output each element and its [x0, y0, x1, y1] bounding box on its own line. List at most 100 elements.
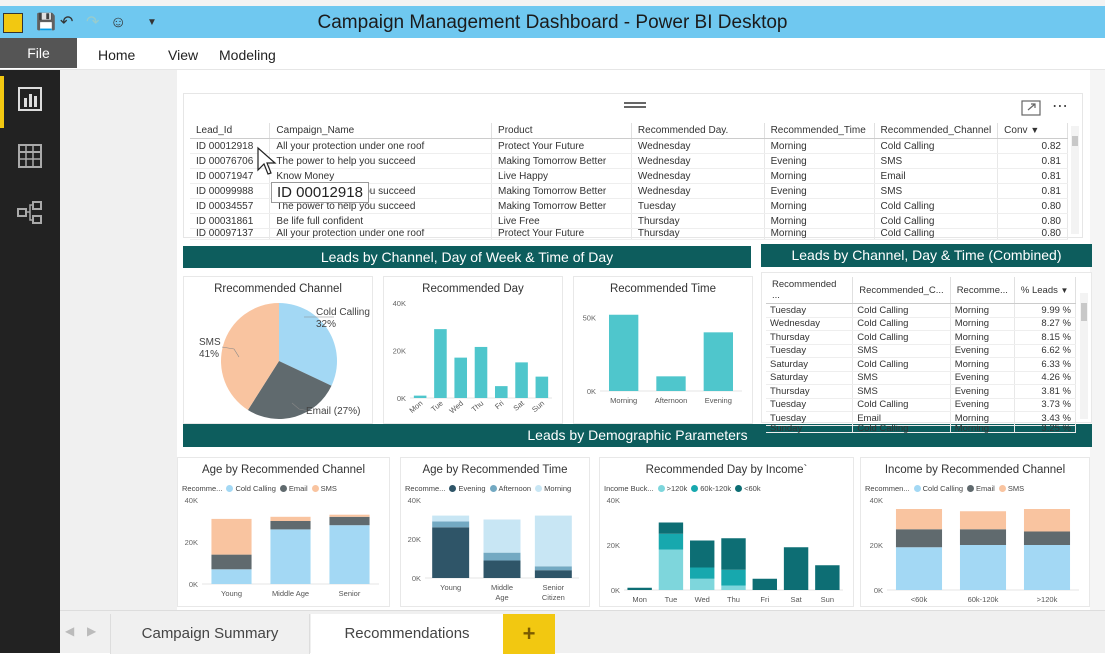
- menu-home[interactable]: Home: [98, 47, 136, 63]
- bar-segment[interactable]: [895, 547, 943, 590]
- bar-segment[interactable]: [211, 554, 252, 570]
- ccol-channel[interactable]: Recommended_C...: [852, 277, 951, 304]
- menu-view[interactable]: View: [168, 47, 199, 63]
- legend-item[interactable]: Cold Calling: [922, 484, 964, 493]
- col-recommended-channel[interactable]: Recommended_Channel: [874, 123, 999, 139]
- tab-scroll-right-icon[interactable]: ▶: [87, 624, 97, 638]
- ccol-day[interactable]: Recommended ...: [766, 277, 854, 304]
- leads-table-visual[interactable]: ⋯ Lead_Id Campaign_Name Product Recommen…: [183, 93, 1083, 240]
- bar-segment[interactable]: [534, 570, 572, 578]
- bar-segment[interactable]: [959, 529, 1007, 545]
- bar[interactable]: [515, 362, 528, 398]
- bar-segment[interactable]: [690, 567, 715, 579]
- bar[interactable]: [494, 386, 508, 398]
- bar-segment[interactable]: [329, 525, 370, 584]
- table-row[interactable]: Wednesday Cold Calling Morning 8.27 %: [766, 317, 1077, 331]
- bar-segment[interactable]: [895, 509, 943, 530]
- pie-slice-sms[interactable]: [221, 303, 279, 410]
- add-page-button[interactable]: +: [503, 614, 555, 654]
- bar-segment[interactable]: [432, 527, 470, 578]
- legend-item[interactable]: Evening: [458, 484, 486, 493]
- recommended-day-card[interactable]: Recommended Day 40K 20K 0K Mon Tue Wed Thu Fri Sa…: [383, 276, 563, 424]
- bar-segment[interactable]: [721, 569, 746, 586]
- bar-segment[interactable]: [534, 566, 572, 571]
- col-recommended-time[interactable]: Recommended_Time: [764, 123, 875, 139]
- bar-segment[interactable]: [783, 547, 809, 590]
- bar-segment[interactable]: [690, 578, 715, 590]
- smiley-feedback-icon[interactable]: ☺: [110, 14, 127, 31]
- col-lead-id[interactable]: Lead_Id: [190, 123, 271, 139]
- income-channel-card[interactable]: Income by Recommended Channel Recommen...…: [860, 457, 1090, 607]
- col-conv[interactable]: Conv ▼: [997, 123, 1068, 139]
- focus-mode-icon[interactable]: [1021, 100, 1041, 116]
- menu-modeling[interactable]: Modeling: [219, 47, 276, 63]
- recommended-time-card[interactable]: Recommended Time 50K 0K Morning Afternoon Eve…: [573, 276, 753, 424]
- pie-slice-cold-calling[interactable]: [279, 303, 337, 386]
- bar[interactable]: [474, 346, 488, 398]
- bar-segment[interactable]: [270, 516, 311, 521]
- sort-desc-icon[interactable]: ▼: [1060, 285, 1069, 295]
- bar-segment[interactable]: [483, 519, 521, 553]
- col-product[interactable]: Product: [491, 123, 632, 139]
- bar[interactable]: [608, 314, 639, 391]
- legend-item[interactable]: <60k: [744, 484, 761, 493]
- bar[interactable]: [454, 357, 468, 398]
- canvas-scrollbar[interactable]: [1090, 70, 1105, 610]
- table-row[interactable]: ID 00071947 Know Money Live Happy Wednesday…: [190, 168, 1068, 184]
- bar-segment[interactable]: [534, 515, 572, 567]
- data-view-icon[interactable]: [17, 143, 43, 169]
- bar-segment[interactable]: [432, 521, 470, 528]
- channel-pie-card[interactable]: Rrecommended Channel Cold Calling 32% SM…: [183, 276, 373, 424]
- bar-segment[interactable]: [270, 529, 311, 584]
- table-row[interactable]: ID 00012918 All your protection under one…: [190, 138, 1068, 154]
- table-scrollbar[interactable]: [1071, 126, 1079, 234]
- pie-slice-email[interactable]: [247, 361, 332, 419]
- legend-item[interactable]: Email: [976, 484, 995, 493]
- bar-segment[interactable]: [815, 565, 840, 590]
- table-row[interactable]: ID 00031861 Be life full confident Live Fr…: [190, 213, 1068, 229]
- bar-segment[interactable]: [329, 514, 370, 517]
- bar-segment[interactable]: [1023, 545, 1071, 590]
- age-channel-card[interactable]: Age by Recommended Channel Recomme... Cold…: [177, 457, 390, 607]
- bar-segment[interactable]: [721, 585, 746, 591]
- table-row[interactable]: Tuesday Cold Calling Evening 3.73 %: [766, 398, 1077, 412]
- bar-segment[interactable]: [1023, 509, 1071, 532]
- table-row[interactable]: Tuesday SMS Evening 6.62 %: [766, 344, 1077, 358]
- table-row[interactable]: Thursday SMS Evening 3.81 %: [766, 384, 1077, 399]
- legend-item[interactable]: 60k-120k: [700, 484, 732, 493]
- bar-segment[interactable]: [1023, 531, 1071, 546]
- table-row[interactable]: ID 00076706 The power to help you succeed…: [190, 153, 1068, 169]
- ccol-time[interactable]: Recomme...: [950, 277, 1015, 304]
- legend-item[interactable]: SMS: [320, 484, 337, 493]
- drag-handle-icon[interactable]: [624, 102, 646, 104]
- bar-segment[interactable]: [211, 518, 252, 555]
- bar-segment[interactable]: [432, 515, 470, 522]
- age-time-card[interactable]: Age by Recommended Time Recomme... Evening…: [400, 457, 590, 607]
- table-row[interactable]: ID 00097137 All your protection under one…: [190, 228, 1068, 240]
- legend-item[interactable]: Email: [288, 484, 308, 493]
- col-campaign-name[interactable]: Campaign_Name: [269, 123, 493, 139]
- table-row[interactable]: Saturday SMS Evening 4.26 %: [766, 371, 1077, 385]
- bar[interactable]: [656, 376, 686, 391]
- undo-icon[interactable]: ↶: [60, 14, 74, 31]
- tab-recommendations[interactable]: Recommendations: [311, 614, 503, 654]
- bar-segment[interactable]: [329, 516, 370, 526]
- ccol-pct[interactable]: % Leads ▼: [1014, 277, 1077, 304]
- table-row[interactable]: ID 00034557 The power to help you succeed…: [190, 198, 1068, 214]
- bar-segment[interactable]: [658, 522, 684, 534]
- bar-segment[interactable]: [690, 540, 715, 568]
- bar[interactable]: [413, 395, 427, 398]
- file-menu[interactable]: File: [0, 38, 77, 68]
- save-icon[interactable]: 💾: [36, 14, 56, 31]
- bar[interactable]: [703, 332, 734, 391]
- col-recommended-day[interactable]: Recommended Day.: [631, 123, 765, 139]
- bar-segment[interactable]: [895, 529, 943, 548]
- bar[interactable]: [535, 376, 549, 398]
- more-options-icon[interactable]: ⋯: [1052, 98, 1069, 115]
- redo-icon[interactable]: ↷: [86, 14, 100, 31]
- bar-segment[interactable]: [483, 560, 521, 578]
- table-row[interactable]: Saturday Cold Calling Morning 6.33 %: [766, 357, 1077, 372]
- table-row[interactable]: Sunday Cold Calling Morning 3.25 %: [766, 423, 1077, 433]
- bar-segment[interactable]: [752, 578, 777, 590]
- bar-segment[interactable]: [959, 545, 1007, 590]
